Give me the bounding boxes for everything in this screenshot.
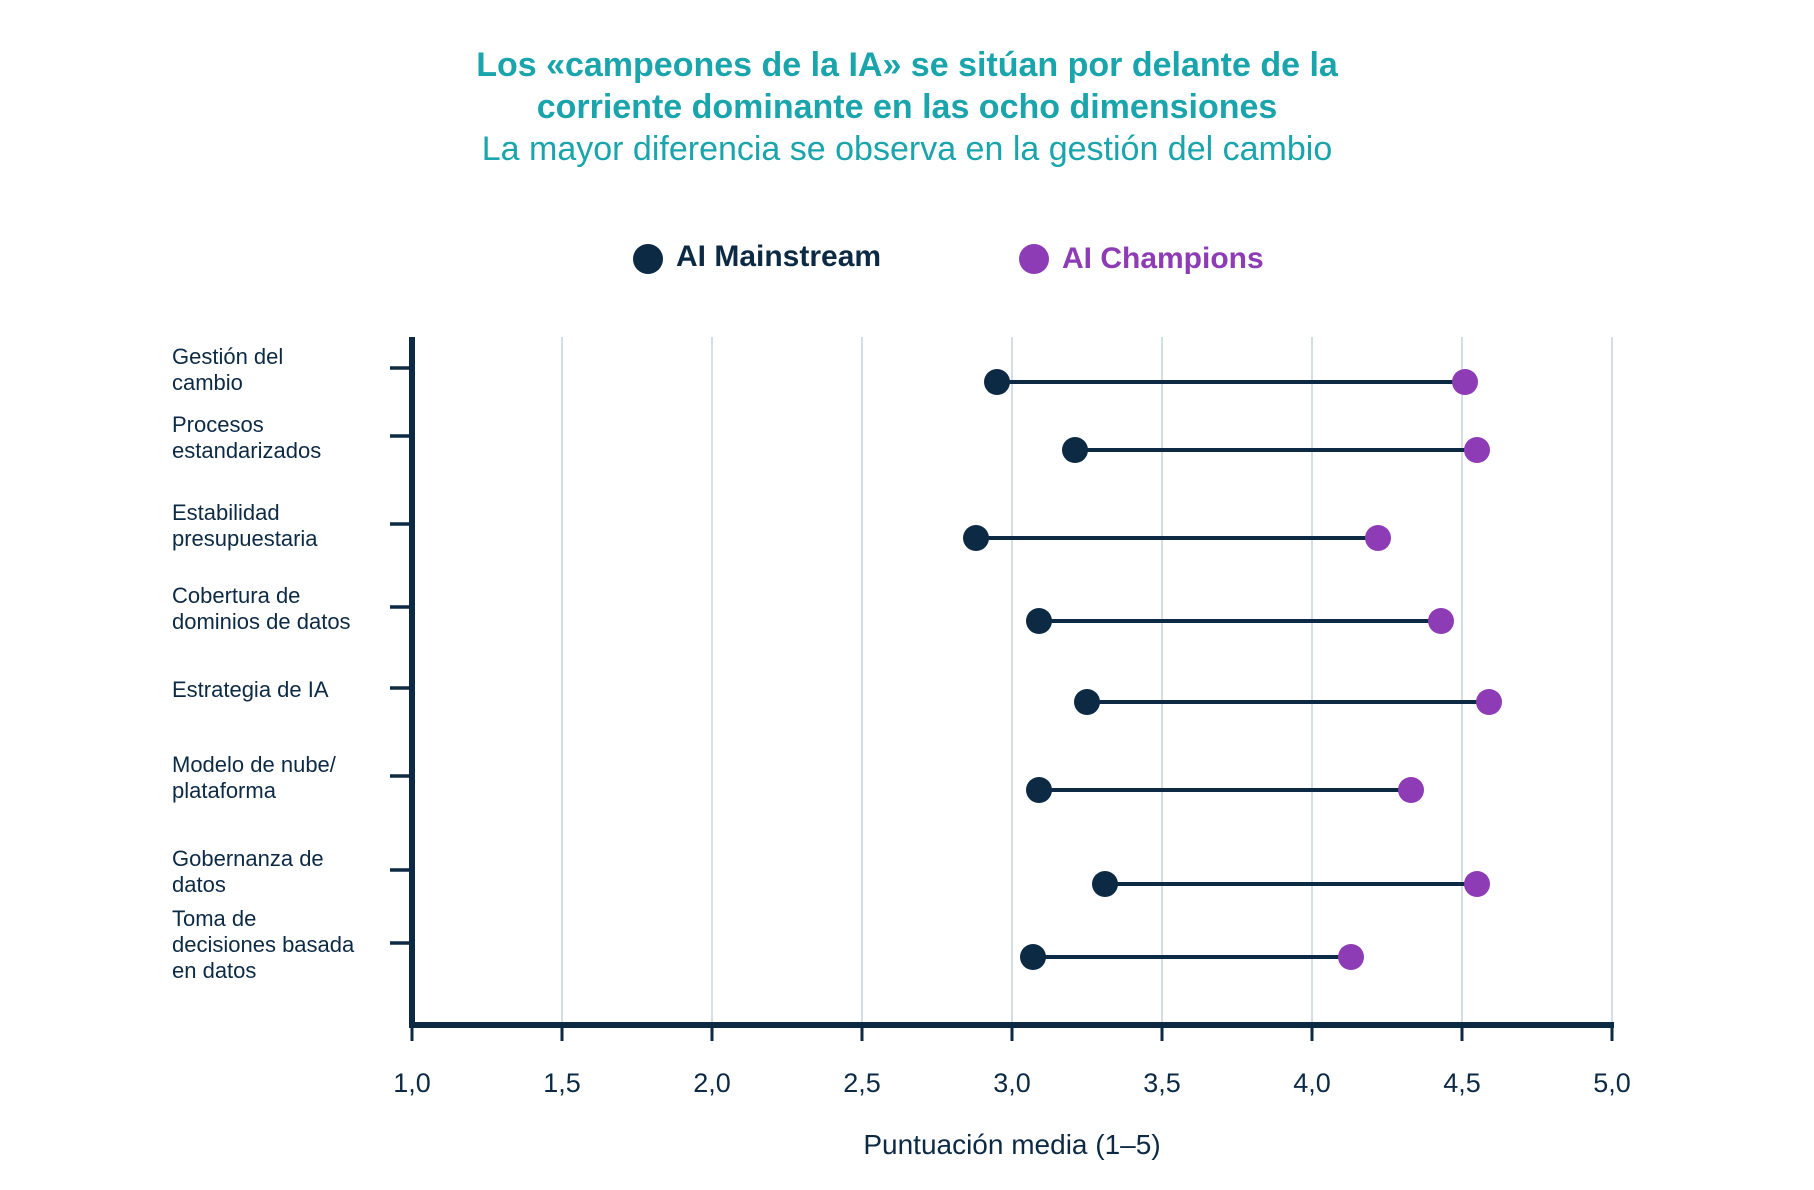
chart-title-line-1: Los «campeones de la IA» se sitúan por d… bbox=[476, 46, 1338, 84]
category-label: Modelo de nube/plataforma bbox=[172, 752, 337, 803]
category-label: Cobertura de dominios de datos bbox=[172, 583, 351, 634]
data-marks bbox=[963, 369, 1502, 970]
category-label: Gobernanza de datos bbox=[172, 846, 324, 897]
legend-marker-ai-champions bbox=[1019, 244, 1049, 274]
point-ai-mainstream bbox=[1026, 777, 1052, 803]
x-axis-label: Puntuación media (1–5) bbox=[863, 1129, 1160, 1160]
legend-marker-ai-mainstream bbox=[633, 244, 663, 274]
tick-labels: 1,0 1,5 2,0 2,5 3,0 3,5 4,0 4,5 5,0 Puntuación me… bbox=[393, 1068, 1631, 1160]
x-tick-label: 1,5 bbox=[543, 1068, 581, 1098]
point-ai-mainstream bbox=[1020, 944, 1046, 970]
point-ai-champions bbox=[1338, 944, 1364, 970]
x-tick-label: 2,5 bbox=[843, 1068, 881, 1098]
point-ai-champions bbox=[1428, 608, 1454, 634]
point-ai-champions bbox=[1476, 689, 1502, 715]
point-ai-champions bbox=[1464, 871, 1490, 897]
grid-lines bbox=[561, 337, 1613, 1025]
chart-titles: Los «campeones de la IA» se sitúan por d… bbox=[0, 44, 1814, 170]
point-ai-mainstream bbox=[984, 369, 1010, 395]
x-tick-label: 5,0 bbox=[1593, 1068, 1631, 1098]
x-tick-label: 4,0 bbox=[1293, 1068, 1331, 1098]
point-ai-mainstream bbox=[1074, 689, 1100, 715]
category-label: Estabilidad presupuestaria bbox=[172, 500, 318, 551]
category-label: Toma de decisiones basada en datos bbox=[172, 906, 355, 983]
point-ai-mainstream bbox=[1062, 437, 1088, 463]
point-ai-mainstream bbox=[1092, 871, 1118, 897]
legend-label-ai-mainstream: AI Mainstream bbox=[676, 240, 881, 273]
x-tick-label: 4,5 bbox=[1443, 1068, 1481, 1098]
point-ai-mainstream bbox=[1026, 608, 1052, 634]
x-tick-label: 3,0 bbox=[993, 1068, 1031, 1098]
category-labels: Gestión del cambio Procesos estandarizados E… bbox=[172, 344, 355, 983]
category-label: Estrategia de IA bbox=[172, 677, 329, 702]
point-ai-champions bbox=[1452, 369, 1478, 395]
point-ai-mainstream bbox=[963, 525, 989, 551]
x-tick-label: 1,0 bbox=[393, 1068, 431, 1098]
point-ai-champions bbox=[1365, 525, 1391, 551]
axes bbox=[390, 337, 1614, 1041]
legend-label-ai-champions: AI Champions bbox=[1062, 242, 1264, 275]
point-ai-champions bbox=[1398, 777, 1424, 803]
category-label: Procesos estandarizados bbox=[172, 412, 321, 463]
chart-subtitle: La mayor diferencia se observa en la ges… bbox=[481, 130, 1333, 168]
x-tick-label: 2,0 bbox=[693, 1068, 731, 1098]
legend: AI Mainstream AI Champions bbox=[633, 240, 1264, 275]
chart-title-line-2: corriente dominante en las ocho dimensio… bbox=[536, 88, 1278, 126]
x-tick-label: 3,5 bbox=[1143, 1068, 1181, 1098]
category-label: Gestión del cambio bbox=[172, 344, 283, 395]
point-ai-champions bbox=[1464, 437, 1490, 463]
